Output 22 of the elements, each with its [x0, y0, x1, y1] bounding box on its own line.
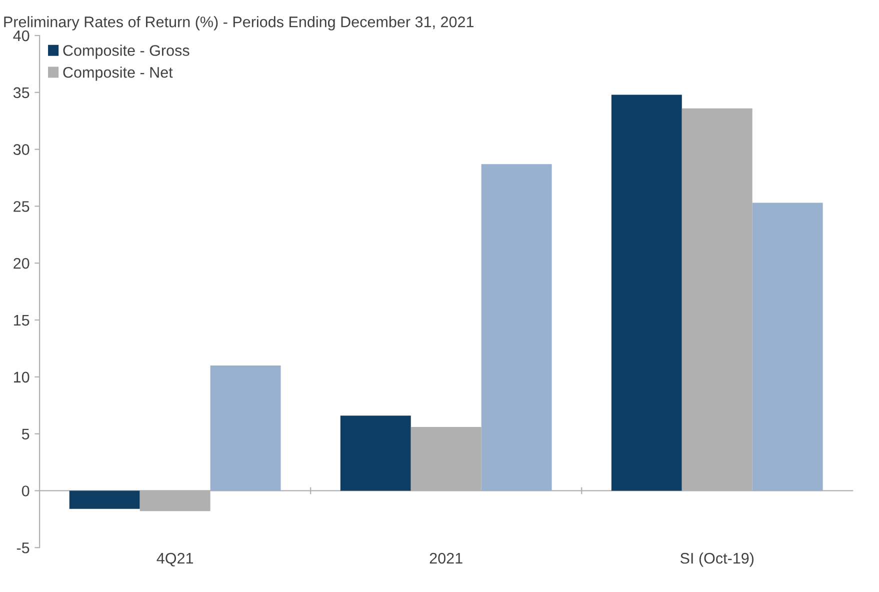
legend-label: Composite - Net	[63, 66, 173, 81]
y-tick-label: 10	[14, 372, 30, 383]
bar	[611, 94, 682, 491]
bar	[340, 416, 411, 491]
x-tick-label: SI (Oct-19)	[680, 552, 754, 567]
y-tick-label: 35	[13, 87, 30, 98]
x-tick-label: 2021	[430, 552, 462, 564]
x-tick-label: 4Q21	[156, 552, 194, 566]
y-tick-label: 30	[13, 144, 30, 155]
bar	[481, 164, 552, 491]
bar	[752, 202, 823, 491]
bar	[69, 490, 140, 509]
bar	[210, 366, 281, 491]
y-tick-label: 20	[14, 258, 30, 269]
y-tick-label: 40	[13, 30, 30, 42]
chart-title: Preliminary Rates of Return (%) - Periods Ending December 31, 2021	[4, 16, 474, 30]
y-tick-label: 5	[22, 428, 30, 440]
y-tick-label: 0	[22, 486, 30, 496]
y-tick-label: 15	[14, 315, 30, 326]
y-tick-label: -5	[16, 542, 30, 554]
y-tick-label: 25	[14, 201, 30, 212]
legend-label: Composite - Gross	[63, 44, 190, 59]
